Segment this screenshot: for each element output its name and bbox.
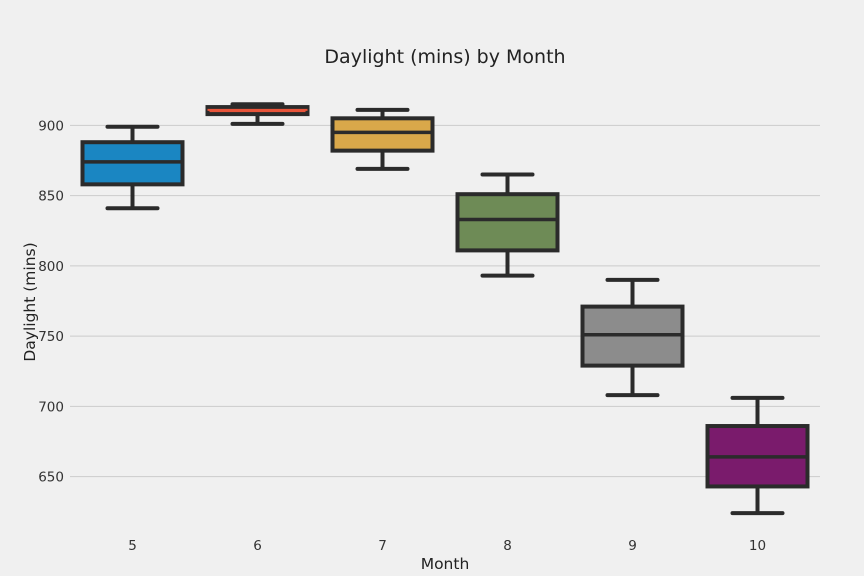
chart-title: Daylight (mins) by Month [324,46,565,68]
x-tick-label-5: 5 [128,538,137,554]
box-month-10 [705,395,810,516]
x-tick-label-10: 10 [749,538,766,554]
x-tick-label-9: 9 [628,538,637,554]
x-tick-label-7: 7 [378,538,387,554]
box-month-7 [330,107,435,171]
box-month-9 [580,277,685,398]
x-tick-labels: 5 6 7 8 9 10 [128,538,766,554]
y-tick-label-850: 850 [38,189,64,205]
x-tick-label-8: 8 [503,538,512,554]
y-tick-label-750: 750 [38,329,64,345]
box-layer [80,102,810,516]
y-tick-label-900: 900 [38,118,64,134]
y-tick-label-800: 800 [38,259,64,275]
x-axis-label: Month [421,555,470,573]
grid-layer [70,124,820,478]
x-tick-label-6: 6 [253,538,262,554]
y-tick-label-650: 650 [38,470,64,486]
y-axis-label: Daylight (mins) [21,242,39,361]
box-month-5 [80,124,185,211]
box-iqr [455,192,560,253]
box-iqr [330,116,435,153]
y-tick-label-700: 700 [38,399,64,415]
box-month-6 [205,102,310,126]
box-month-8 [455,172,560,278]
y-tick-labels: 650 700 750 800 850 900 [38,118,64,485]
